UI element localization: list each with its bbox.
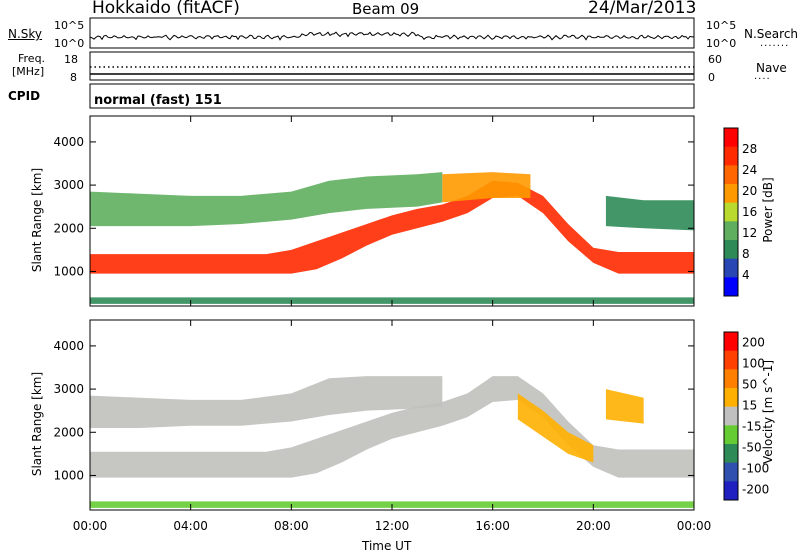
power-cbar-seg-1 bbox=[724, 147, 738, 166]
x-tick-label-4: 16:00 bbox=[475, 519, 510, 533]
power-cbar-tick-3: 16 bbox=[742, 205, 757, 219]
x-tick-label-5: 20:00 bbox=[576, 519, 611, 533]
power-cbar-seg-5 bbox=[724, 221, 738, 240]
velocity-cbar-seg-4 bbox=[724, 407, 738, 426]
velocity-cbar-tick-3: 15 bbox=[742, 399, 757, 413]
power-cbar-tick-0: 4 bbox=[742, 268, 750, 282]
power-ytick-label-3: 4000 bbox=[53, 135, 84, 149]
velocity-heatmap bbox=[90, 376, 694, 508]
power-band-3 bbox=[606, 196, 694, 231]
velocity-cbar-seg-7 bbox=[724, 463, 738, 482]
velocity-cbar-seg-8 bbox=[724, 481, 738, 500]
top-panels bbox=[90, 18, 694, 108]
velocity-cbar-tick-5: -50 bbox=[742, 441, 762, 455]
power-cbar-seg-0 bbox=[724, 128, 738, 147]
power-cbar-tick-6: 28 bbox=[742, 142, 757, 156]
power-ytick-label-2: 3000 bbox=[53, 178, 84, 192]
power-heatmap bbox=[90, 172, 694, 304]
velocity-cbar-seg-1 bbox=[724, 351, 738, 370]
velocity-cbar-seg-3 bbox=[724, 388, 738, 407]
velocity-band-2 bbox=[518, 393, 594, 462]
freq-panel-frame bbox=[90, 52, 694, 80]
velocity-ytick-label-0: 1000 bbox=[53, 468, 84, 482]
power-cbar-title: Power [dB] bbox=[762, 165, 774, 255]
power-cbar-seg-2 bbox=[724, 165, 738, 184]
power-cbar-seg-4 bbox=[724, 203, 738, 222]
x-tick-label-6: 00:00 bbox=[677, 519, 712, 533]
power-ylabel: Slant Range [km] bbox=[31, 165, 43, 275]
power-cbar-tick-2: 12 bbox=[742, 226, 757, 240]
power-cbar-seg-6 bbox=[724, 240, 738, 259]
velocity-ytick-label-3: 4000 bbox=[53, 339, 84, 353]
power-cbar-tick-1: 8 bbox=[742, 247, 750, 261]
velocity-cbar-tick-4: -15 bbox=[742, 420, 762, 434]
velocity-cbar-seg-0 bbox=[724, 332, 738, 351]
x-tick-label-1: 04:00 bbox=[173, 519, 208, 533]
x-tick-label-3: 12:00 bbox=[375, 519, 410, 533]
power-cbar-seg-7 bbox=[724, 259, 738, 278]
velocity-cbar-tick-7: -200 bbox=[742, 483, 769, 497]
velocity-ytick-label-2: 3000 bbox=[53, 382, 84, 396]
x-tick-label-2: 08:00 bbox=[274, 519, 309, 533]
velocity-cbar-tick-0: 200 bbox=[742, 336, 765, 350]
power-cbar-seg-8 bbox=[724, 277, 738, 296]
velocity-cbar-seg-6 bbox=[724, 444, 738, 463]
x-tick-label-0: 00:00 bbox=[73, 519, 108, 533]
velocity-cbar-seg-5 bbox=[724, 425, 738, 444]
power-ytick-label-0: 1000 bbox=[53, 264, 84, 278]
velocity-cbar-tick-2: 50 bbox=[742, 378, 757, 392]
power-cbar-seg-3 bbox=[724, 184, 738, 203]
noise-trace bbox=[90, 32, 694, 42]
velocity-cbar-title: Velocity [m s^-1] bbox=[762, 364, 774, 464]
power-band-2 bbox=[442, 172, 530, 202]
velocity-ylabel: Slant Range [km] bbox=[31, 369, 43, 479]
power-cbar-tick-4: 20 bbox=[742, 184, 757, 198]
power-cbar-tick-5: 24 bbox=[742, 163, 757, 177]
velocity-band-3 bbox=[606, 389, 644, 424]
noise-panel-frame bbox=[90, 18, 694, 48]
velocity-ytick-label-1: 2000 bbox=[53, 425, 84, 439]
x-axis-title: Time UT bbox=[362, 540, 411, 552]
cpid-panel-frame bbox=[90, 84, 694, 108]
power-ytick-label-1: 2000 bbox=[53, 221, 84, 235]
velocity-cbar-seg-2 bbox=[724, 369, 738, 388]
